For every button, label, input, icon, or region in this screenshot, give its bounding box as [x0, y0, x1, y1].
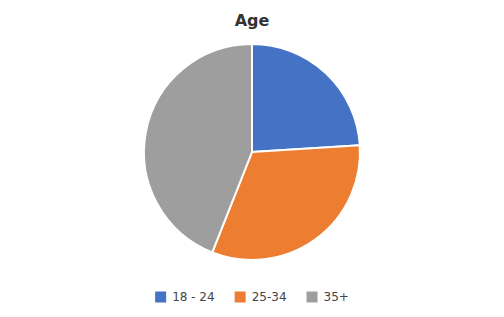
title: Age: [235, 11, 270, 30]
chart-container: Age 18 - 24 25-34 35+: [0, 0, 504, 317]
legend-swatch: [235, 292, 246, 303]
slices: [144, 44, 360, 260]
slice: [252, 44, 360, 152]
chart: Age 18 - 24 25-34 35+: [0, 0, 504, 317]
legend: 18 - 24 25-34 35+: [155, 290, 349, 304]
legend-label: 35+: [324, 290, 349, 304]
legend-swatch: [307, 292, 318, 303]
legend-swatch: [155, 292, 166, 303]
legend-label: 25-34: [252, 290, 287, 304]
slice: [144, 44, 252, 252]
legend-label: 18 - 24: [172, 290, 215, 304]
